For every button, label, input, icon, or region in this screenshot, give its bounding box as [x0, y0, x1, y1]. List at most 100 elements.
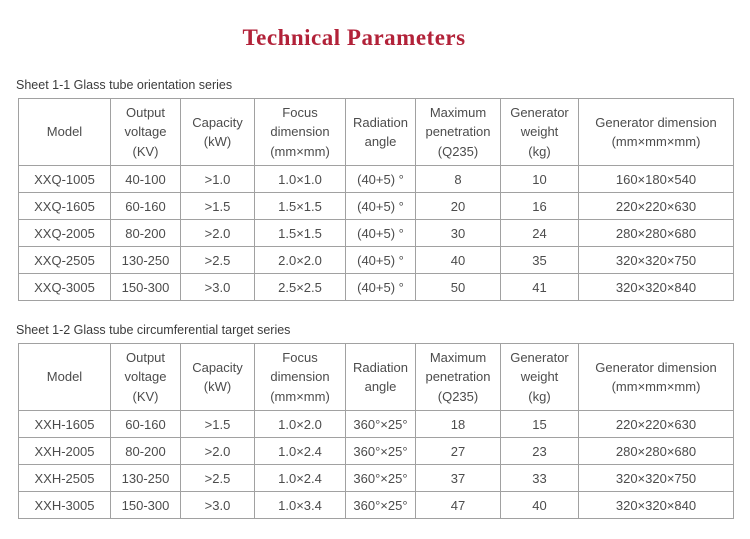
table-cell: 160×180×540: [578, 165, 734, 193]
table-cell: >2.0: [180, 437, 255, 465]
table-cell: 360°×25°: [345, 491, 416, 519]
table-cell: 150-300: [110, 491, 181, 519]
table-cell: 1.0×2.4: [254, 464, 346, 492]
table-cell: 40: [415, 246, 501, 274]
column-header: Generator dimension (mm×mm×mm): [578, 343, 734, 411]
table-cell: 40-100: [110, 165, 181, 193]
table-cell: 47: [415, 491, 501, 519]
table-cell: XXH-2505: [18, 464, 111, 492]
table-cell: XXH-3005: [18, 491, 111, 519]
table-cell: 320×320×840: [578, 273, 734, 301]
column-header: Capacity (kW): [180, 343, 255, 411]
table-cell: 80-200: [110, 437, 181, 465]
table-row: XXH-2005 80-200 >2.0 1.0×2.4 360°×25° 27 23 280…: [18, 437, 734, 465]
table-cell: 10: [500, 165, 579, 193]
table-cell: 150-300: [110, 273, 181, 301]
table-cell: 280×280×680: [578, 437, 734, 465]
table-cell: >2.5: [180, 246, 255, 274]
table-cell: 320×320×750: [578, 246, 734, 274]
table-cell: (40+5) °: [345, 219, 416, 247]
column-header: Maximum penetration (Q235): [415, 343, 501, 411]
table-cell: 20: [415, 192, 501, 220]
table-cell: 2.5×2.5: [254, 273, 346, 301]
table-cell: 130-250: [110, 464, 181, 492]
table-cell: 360°×25°: [345, 437, 416, 465]
column-header: Generator dimension (mm×mm×mm): [578, 98, 734, 166]
table-cell: 1.0×3.4: [254, 491, 346, 519]
table-cell: 360°×25°: [345, 410, 416, 438]
table-cell: 1.0×1.0: [254, 165, 346, 193]
header-row: Model Output voltage (KV) Capacity (kW) Foc…: [18, 98, 734, 166]
column-header: Model: [18, 98, 111, 166]
table-cell: >1.5: [180, 192, 255, 220]
table-cell: XXQ-2005: [18, 219, 111, 247]
table-cell: 37: [415, 464, 501, 492]
table-cell: 320×320×750: [578, 464, 734, 492]
column-header: Output voltage (KV): [110, 98, 181, 166]
header-row: Model Output voltage (KV) Capacity (kW) Foc…: [18, 343, 734, 411]
table-cell: 360°×25°: [345, 464, 416, 492]
table-cell: 24: [500, 219, 579, 247]
table-cell: XXQ-3005: [18, 273, 111, 301]
table-cell: (40+5) °: [345, 192, 416, 220]
table-row: XXQ-2005 80-200 >2.0 1.5×1.5 (40+5) ° 30 24 280…: [18, 219, 734, 247]
table-cell: 18: [415, 410, 501, 438]
table-cell: XXQ-1005: [18, 165, 111, 193]
table-cell: >2.5: [180, 464, 255, 492]
table-cell: 220×220×630: [578, 410, 734, 438]
column-header: Maximum penetration (Q235): [415, 98, 501, 166]
page-title: Technical Parameters: [242, 25, 466, 50]
column-header: Output voltage (KV): [110, 343, 181, 411]
table-cell: >3.0: [180, 491, 255, 519]
glass-tube-circumferential-target-table: Model Output voltage (KV) Capacity (kW) Foc…: [18, 343, 734, 519]
table-cell: XXH-1605: [18, 410, 111, 438]
table-cell: 15: [500, 410, 579, 438]
table-cell: 1.5×1.5: [254, 219, 346, 247]
table-cell: XXH-2005: [18, 437, 111, 465]
table-cell: 1.0×2.4: [254, 437, 346, 465]
table-row: XXH-2505 130-250 >2.5 1.0×2.4 360°×25° 37 33 32…: [18, 464, 734, 492]
table-cell: >3.0: [180, 273, 255, 301]
table-cell: 1.5×1.5: [254, 192, 346, 220]
table-row: XXQ-2505 130-250 >2.5 2.0×2.0 (40+5) ° 40 35 32…: [18, 246, 734, 274]
table-cell: 320×320×840: [578, 491, 734, 519]
table-cell: 280×280×680: [578, 219, 734, 247]
table-cell: 40: [500, 491, 579, 519]
table-cell: (40+5) °: [345, 165, 416, 193]
table-cell: 1.0×2.0: [254, 410, 346, 438]
table-cell: (40+5) °: [345, 273, 416, 301]
table-row: XXH-3005 150-300 >3.0 1.0×3.4 360°×25° 47 40 32…: [18, 491, 734, 519]
glass-tube-orientation-table: Model Output voltage (KV) Capacity (kW) Foc…: [18, 98, 734, 301]
table-cell: 35: [500, 246, 579, 274]
table-cell: 27: [415, 437, 501, 465]
table-cell: 16: [500, 192, 579, 220]
table-cell: 60-160: [110, 410, 181, 438]
column-header: Capacity (kW): [180, 98, 255, 166]
table-row: XXQ-1605 60-160 >1.5 1.5×1.5 (40+5) ° 20 16 220…: [18, 192, 734, 220]
table-cell: >1.0: [180, 165, 255, 193]
table-cell: >1.5: [180, 410, 255, 438]
table-cell: (40+5) °: [345, 246, 416, 274]
table-cell: 60-160: [110, 192, 181, 220]
table-cell: XXQ-2505: [18, 246, 111, 274]
table-cell: >2.0: [180, 219, 255, 247]
table-cell: 220×220×630: [578, 192, 734, 220]
table-cell: 130-250: [110, 246, 181, 274]
column-header: Radiation angle: [345, 98, 416, 166]
table-cell: 23: [500, 437, 579, 465]
column-header: Focus dimension (mm×mm): [254, 98, 346, 166]
column-header: Radiation angle: [345, 343, 416, 411]
table-cell: 2.0×2.0: [254, 246, 346, 274]
table-cell: 50: [415, 273, 501, 301]
column-header: Model: [18, 343, 111, 411]
table-cell: 33: [500, 464, 579, 492]
sheet-1-1-caption: Sheet 1-1 Glass tube orientation series: [16, 78, 233, 92]
table-cell: 41: [500, 273, 579, 301]
column-header: Generator weight (kg): [500, 98, 579, 166]
column-header: Focus dimension (mm×mm): [254, 343, 346, 411]
table-cell: 80-200: [110, 219, 181, 247]
table-cell: 30: [415, 219, 501, 247]
table-row: XXQ-3005 150-300 >3.0 2.5×2.5 (40+5) ° 50 41 32…: [18, 273, 734, 301]
column-header: Generator weight (kg): [500, 343, 579, 411]
table-cell: XXQ-1605: [18, 192, 111, 220]
